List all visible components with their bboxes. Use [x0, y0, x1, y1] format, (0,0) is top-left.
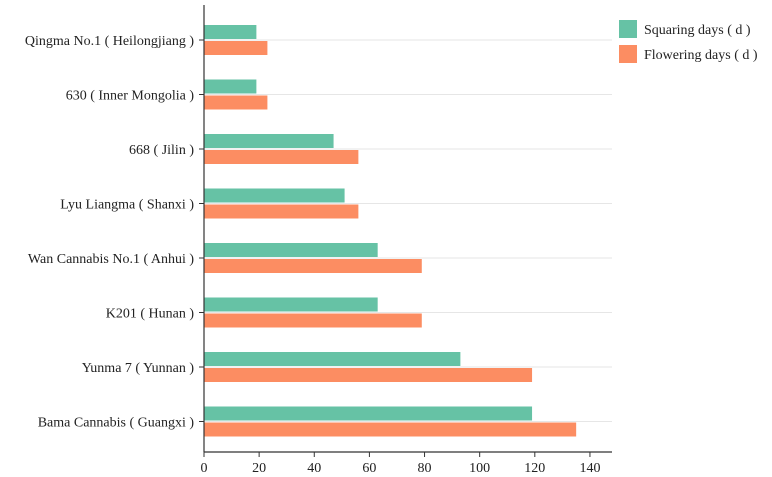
x-tick-label: 40	[307, 461, 321, 472]
legend-swatch	[619, 20, 637, 38]
bar-squaring-days	[204, 25, 257, 39]
x-tick-label: 60	[362, 461, 376, 472]
bar-squaring-days	[204, 297, 378, 312]
bar-flowering-days	[204, 95, 268, 110]
category-label: Lyu Liangma ( Shanxi )	[60, 198, 194, 213]
x-tick-label: 0	[201, 461, 208, 472]
category-label: K201 ( Hunan )	[106, 307, 195, 322]
bar-flowering-days	[204, 422, 577, 437]
x-tick-label: 140	[579, 461, 600, 472]
bar-squaring-days	[204, 188, 345, 203]
x-tick-label: 20	[252, 461, 266, 472]
legend-label: Flowering days ( d )	[644, 48, 758, 63]
bar-squaring-days	[204, 243, 378, 257]
bar-squaring-days	[204, 352, 461, 366]
grid-lines	[204, 39, 612, 422]
x-tick-label: 100	[469, 461, 490, 472]
bar-flowering-days	[204, 204, 359, 219]
category-label: 668 ( Jilin )	[129, 143, 194, 158]
legend: Squaring days ( d ) Flowering days ( d )	[619, 20, 758, 63]
legend-swatch	[619, 45, 637, 63]
axes	[199, 5, 612, 457]
bar-squaring-days	[204, 406, 533, 421]
category-label: Bama Cannabis ( Guangxi )	[38, 416, 195, 431]
x-tick-labels: 0 20 40 60 80 100 120 140	[201, 461, 601, 476]
category-labels: Qingma No.1 ( Heilongjiang ) 630 ( Inner …	[25, 34, 194, 431]
category-label: 630 ( Inner Mongolia )	[66, 89, 195, 104]
bar-flowering-days	[204, 313, 422, 328]
bars	[204, 25, 577, 437]
legend-label: Squaring days ( d )	[644, 23, 751, 38]
bar-flowering-days	[204, 368, 533, 382]
bar-squaring-days	[204, 79, 257, 94]
category-label: Yunma 7 ( Yunnan )	[82, 361, 195, 376]
bar-flowering-days	[204, 259, 422, 273]
x-tick-label: 80	[418, 461, 432, 472]
bar-flowering-days	[204, 150, 359, 164]
bar-flowering-days	[204, 41, 268, 55]
category-label: Qingma No.1 ( Heilongjiang )	[25, 34, 194, 49]
bar-squaring-days	[204, 134, 334, 148]
x-tick-label: 120	[524, 461, 545, 472]
category-label: Wan Cannabis No.1 ( Anhui )	[28, 252, 194, 267]
